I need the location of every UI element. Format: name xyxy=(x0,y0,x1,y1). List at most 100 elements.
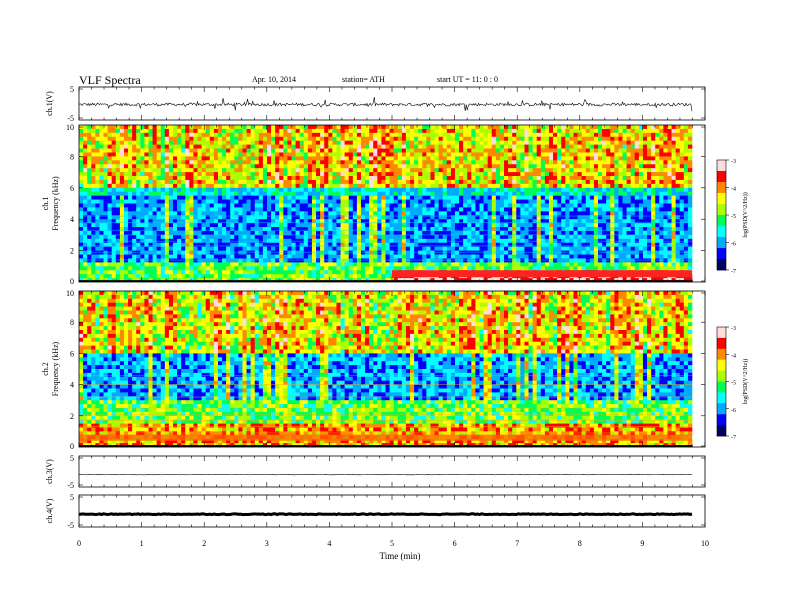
spectrogram-cell xyxy=(475,160,480,165)
spectrogram-cell xyxy=(630,136,636,141)
spectrogram-cell xyxy=(222,128,227,134)
spectrogram-cell xyxy=(524,211,529,216)
spectrogram-cell xyxy=(606,234,611,240)
spectrogram-cell xyxy=(634,219,640,224)
spectrogram-cell xyxy=(95,230,100,236)
spectrogram-cell xyxy=(610,164,615,169)
spectrogram-cell xyxy=(499,195,505,200)
spectrogram-cell xyxy=(369,176,374,181)
spectrogram-cell xyxy=(217,223,223,228)
spectrogram-cell xyxy=(291,160,296,165)
spectrogram-cell xyxy=(520,156,525,161)
spectrogram-cell xyxy=(577,195,582,200)
spectrogram-cell xyxy=(520,183,525,189)
spectrogram-cell xyxy=(140,148,145,153)
spectrogram-cell xyxy=(119,203,125,208)
spectrogram-cell xyxy=(132,183,137,189)
spectrogram-cell xyxy=(512,199,517,204)
spectrogram-cell xyxy=(569,164,574,169)
spectrogram-cell xyxy=(663,230,668,236)
spectrogram-cell xyxy=(397,125,403,130)
spectrogram-cell xyxy=(79,250,84,255)
spectrogram-cell xyxy=(222,164,227,169)
spectrogram-cell xyxy=(332,223,337,228)
spectrogram-cell xyxy=(181,195,186,200)
spectrogram-cell xyxy=(553,144,558,149)
spectrogram-cell xyxy=(136,191,141,196)
spectrogram-cell xyxy=(638,168,644,173)
spectrogram-cell xyxy=(491,223,497,228)
spectrogram-cell xyxy=(454,191,460,196)
spectrogram-cell xyxy=(246,215,251,220)
spectrogram-cell xyxy=(209,246,215,251)
spectrogram-cell xyxy=(561,219,566,224)
spectrogram-cell xyxy=(303,191,309,196)
spectrogram-cell xyxy=(79,199,84,204)
spectrogram-cell xyxy=(544,227,550,232)
spectrogram-cell xyxy=(332,125,337,130)
spectrogram-cell xyxy=(671,164,676,169)
spectrogram-cell xyxy=(414,132,419,138)
spectrogram-cell xyxy=(144,176,149,181)
spectrogram-cell xyxy=(532,168,538,173)
spectrogram-cell xyxy=(201,230,206,236)
spectrogram-cell xyxy=(642,242,648,247)
spectrogram-cell xyxy=(381,132,386,138)
spectrogram-cell xyxy=(401,136,407,141)
spectrogram-cell xyxy=(528,223,533,228)
spectrogram-cell xyxy=(99,219,104,224)
spectrogram-cell xyxy=(463,125,468,130)
spectrogram-cell xyxy=(148,164,153,169)
spectrogram-cell xyxy=(348,176,354,181)
spectrogram-cell xyxy=(606,230,611,236)
spectrogram-cell xyxy=(524,215,529,220)
spectrogram-cell xyxy=(414,168,419,173)
spectrogram-cell xyxy=(213,164,219,169)
spectrogram-cell xyxy=(561,160,566,165)
spectrogram-cell xyxy=(91,179,96,185)
spectrogram-cell xyxy=(79,215,84,220)
spectrogram-cell xyxy=(283,152,288,157)
spectrogram-cell xyxy=(610,136,615,141)
spectrogram-cell xyxy=(667,219,672,224)
spectrogram-cell xyxy=(201,144,206,149)
spectrogram-cell xyxy=(189,132,194,138)
spectrogram-cell xyxy=(581,144,587,149)
spectrogram-cell xyxy=(111,136,117,141)
spectrogram-cell xyxy=(450,191,456,196)
spectrogram-cell xyxy=(381,176,386,181)
spectrogram-cell xyxy=(385,152,390,157)
spectrogram-cell xyxy=(683,203,689,208)
spectrogram-cell xyxy=(185,207,190,212)
spectrogram-cell xyxy=(683,191,689,196)
spectrogram-cell xyxy=(397,223,403,228)
spectrogram-cell xyxy=(128,164,133,169)
spectrogram-cell xyxy=(487,230,493,236)
spectrogram-cell xyxy=(410,128,415,134)
spectrogram-cell xyxy=(348,211,354,216)
spectrogram-cell xyxy=(467,230,472,236)
spectrogram-cell xyxy=(213,144,219,149)
spectrogram-cell xyxy=(561,187,566,193)
spectrogram-cell xyxy=(119,144,125,149)
spectrogram-cell xyxy=(160,203,166,208)
spectrogram-cell xyxy=(589,156,595,161)
spectrogram-cell xyxy=(585,230,591,236)
spectrogram-cell xyxy=(393,183,399,189)
spectrogram-cell xyxy=(320,160,325,165)
spectrogram-cell xyxy=(320,128,325,134)
spectrogram-cell xyxy=(504,187,509,193)
spectrogram-cell xyxy=(679,144,685,149)
spectrogram-cell xyxy=(520,227,525,232)
spectrogram-cell xyxy=(373,246,378,251)
spectrogram-cell xyxy=(606,199,611,204)
spectrogram-cell xyxy=(642,136,648,141)
spectrogram-cell xyxy=(103,207,108,212)
spectrogram-cell xyxy=(679,219,685,224)
spectrogram-cell xyxy=(532,164,538,169)
spectrogram-cell xyxy=(397,250,403,255)
spectrogram-cell xyxy=(164,246,170,251)
spectrogram-cell xyxy=(254,199,260,204)
spectrogram-cell xyxy=(528,156,533,161)
spectrogram-cell xyxy=(234,172,239,177)
